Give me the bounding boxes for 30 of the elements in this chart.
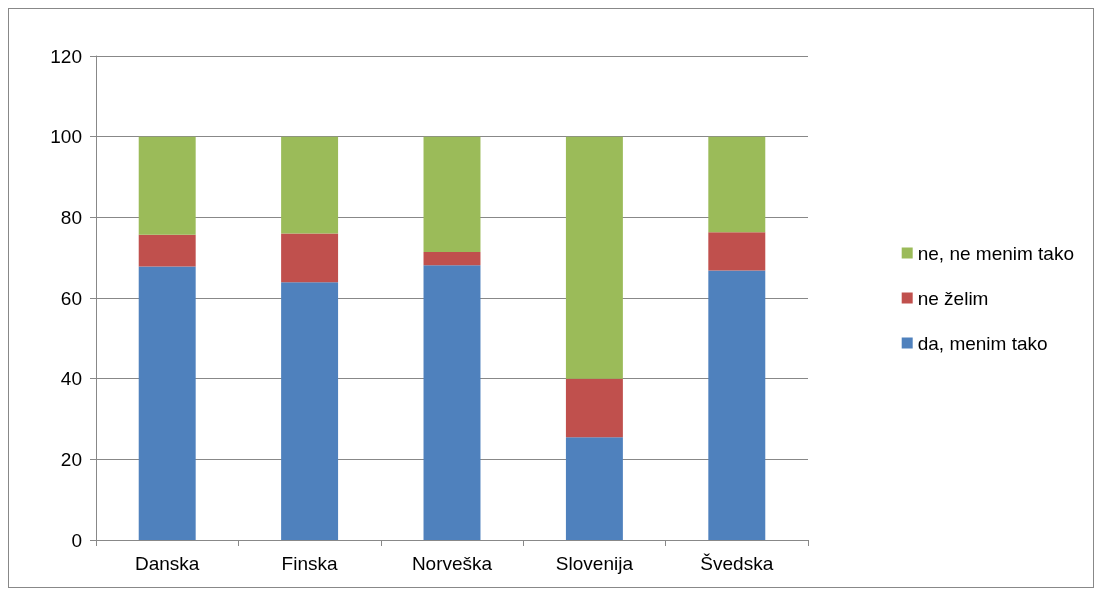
bar <box>565 136 623 379</box>
x-tick-label: Norveška <box>411 553 493 574</box>
x-tick-label: Švedska <box>700 553 774 574</box>
bar <box>281 233 339 283</box>
y-tick-label: 20 <box>60 448 82 470</box>
y-tick-label: 40 <box>60 368 82 390</box>
legend-label: da, menim tako <box>917 332 1048 354</box>
x-tick-label: Slovenija <box>555 553 634 574</box>
legend-label: ne želim <box>917 287 989 309</box>
bar <box>708 232 766 271</box>
y-tick-label: 120 <box>50 45 82 67</box>
y-tick-label: 100 <box>50 126 82 148</box>
bar <box>138 136 196 235</box>
bar <box>423 252 481 266</box>
y-tick-label: 80 <box>60 206 82 228</box>
bar <box>423 136 481 253</box>
bar <box>138 266 196 540</box>
bar <box>565 378 623 438</box>
bar <box>281 136 339 234</box>
bar <box>138 234 196 267</box>
bar <box>565 437 623 540</box>
bar <box>708 136 766 233</box>
bar <box>708 270 766 540</box>
x-tick-label: Finska <box>281 553 339 574</box>
legend-label: ne, ne menim tako <box>917 242 1075 264</box>
y-tick-label: 60 <box>60 287 82 309</box>
bar <box>281 282 339 540</box>
y-tick-label: 0 <box>71 529 82 551</box>
bar <box>423 265 481 540</box>
x-tick-label: Danska <box>134 553 200 574</box>
